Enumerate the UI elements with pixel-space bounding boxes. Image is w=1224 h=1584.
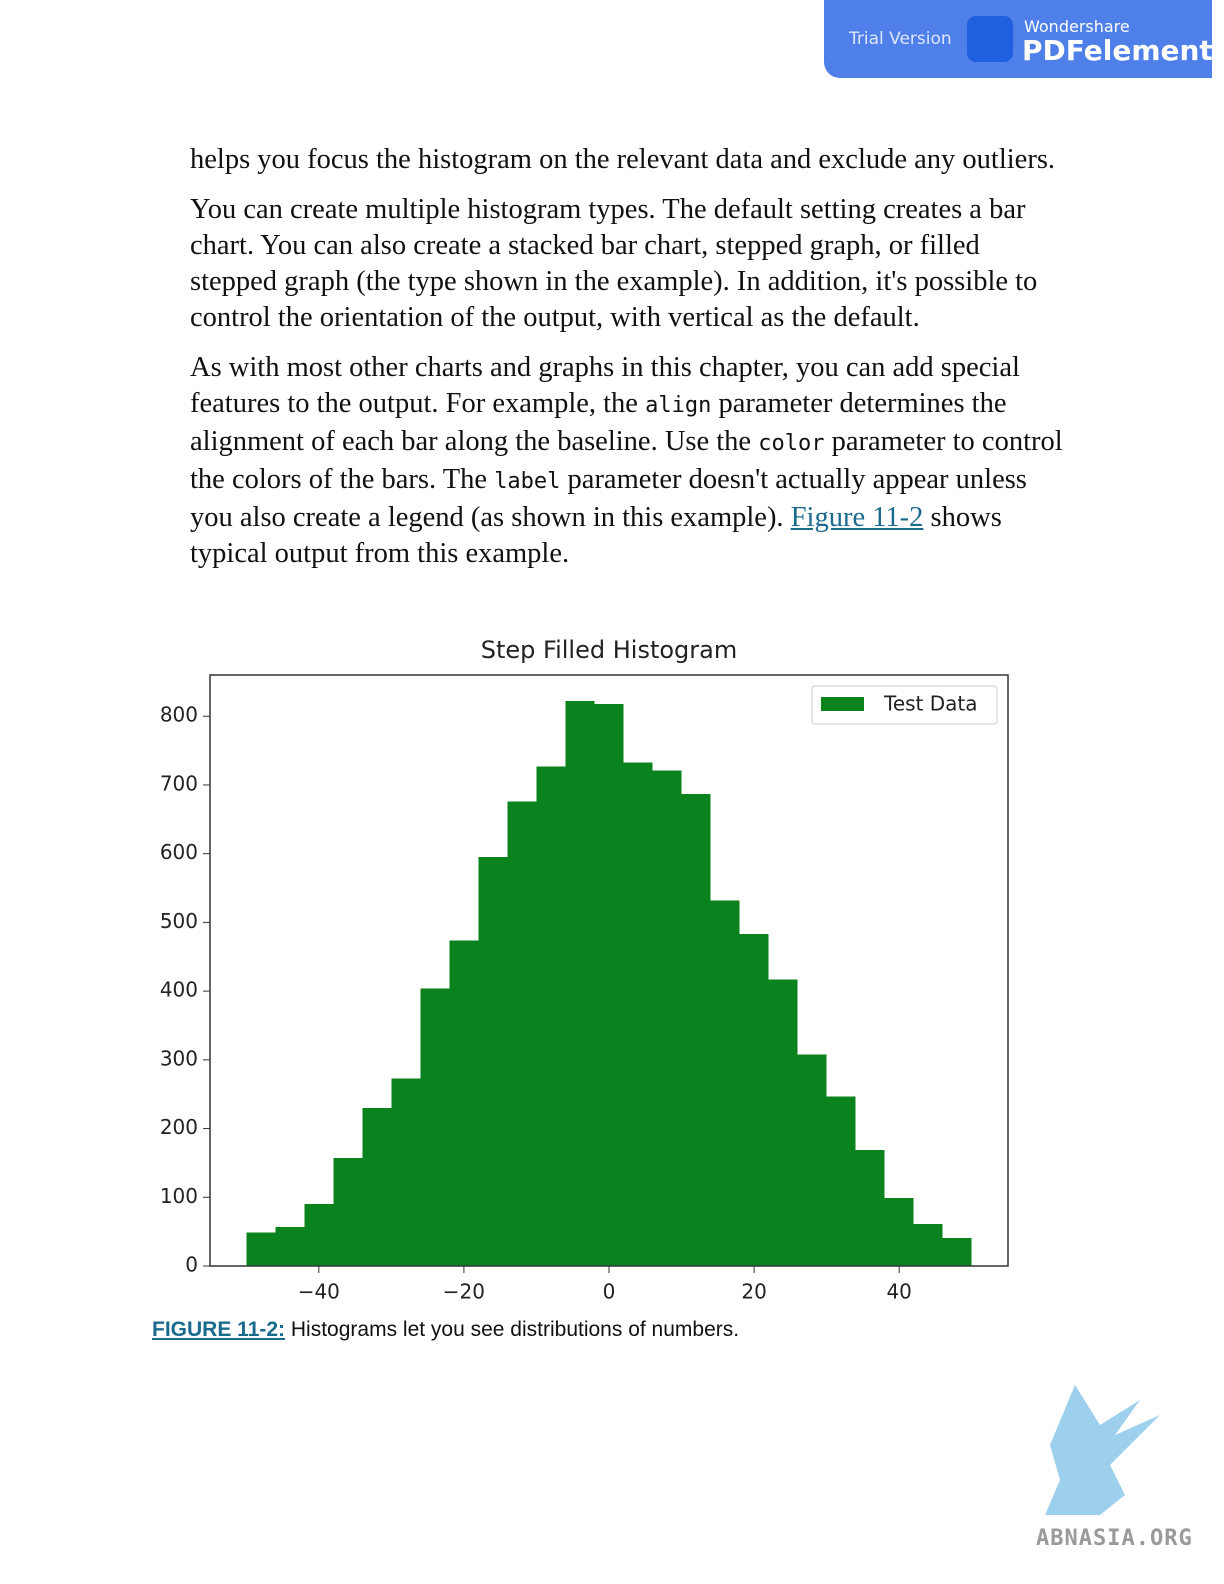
trial-badge[interactable]: Trial Version Wondershare PDFelement <box>824 0 1213 78</box>
y-tick-label: 300 <box>160 1046 198 1070</box>
histogram-bar <box>942 1237 972 1266</box>
histogram-bar <box>855 1149 885 1266</box>
histogram-bar <box>681 793 711 1266</box>
paragraph: helps you focus the histogram on the rel… <box>190 142 1065 178</box>
histogram-bar <box>362 1107 392 1266</box>
histogram-bar <box>652 770 682 1266</box>
histogram-bar <box>768 979 798 1266</box>
histogram-bar <box>623 762 653 1266</box>
text: parameter determines the alignment of ea… <box>190 388 1007 457</box>
y-tick-label: 600 <box>160 840 198 864</box>
histogram-bar <box>275 1226 305 1266</box>
histogram-bar <box>507 801 537 1266</box>
paragraph: You can create multiple histogram types.… <box>190 192 1065 336</box>
chart-title: Step Filled Histogram <box>481 636 737 664</box>
figure-link[interactable]: Figure 11-2 <box>790 502 924 533</box>
legend-label: Test Data <box>883 692 978 716</box>
histogram-bar <box>304 1204 334 1266</box>
brand: Wondershare <box>1024 17 1130 36</box>
body-text: helps you focus the histogram on the rel… <box>190 142 1065 586</box>
y-tick-label: 800 <box>160 703 198 727</box>
y-tick-label: 700 <box>160 771 198 795</box>
y-tick-label: 100 <box>160 1184 198 1208</box>
legend-box <box>811 685 998 725</box>
histogram-bar <box>333 1158 363 1266</box>
y-tick-label: 400 <box>160 978 198 1002</box>
text: As with most other charts and graphs in … <box>190 352 1020 419</box>
histogram-bar <box>710 900 740 1266</box>
histogram-bar <box>739 934 769 1266</box>
watermark: ABNASIA.ORG <box>1036 1526 1193 1551</box>
code: color <box>758 431 825 456</box>
histogram-bar <box>536 766 566 1266</box>
text: shows typical output from this example. <box>190 502 1002 569</box>
text: parameter to control the colors of the b… <box>190 426 1063 495</box>
caption-label[interactable]: FIGURE 11-2: <box>152 1318 286 1341</box>
histogram-bar <box>797 1054 827 1266</box>
x-tick-label: 20 <box>741 1280 766 1304</box>
product: PDFelement <box>1022 34 1213 67</box>
y-tick-label: 0 <box>185 1253 198 1277</box>
legend-swatch <box>821 697 864 711</box>
histogram-bar <box>565 701 595 1266</box>
text: You can create multiple histogram types.… <box>190 194 1038 333</box>
watermark-logo <box>1045 1385 1160 1515</box>
histogram-bar <box>449 940 479 1266</box>
paragraph: As with most other charts and graphs in … <box>190 350 1065 572</box>
y-tick-label: 500 <box>160 909 198 933</box>
chart: Step Filled Histogram 010020030040050060… <box>160 636 1009 1304</box>
histogram-bar <box>246 1232 276 1266</box>
text: parameter doesn't actually appear unless… <box>190 464 1027 533</box>
caption: FIGURE 11-2: Histograms let you see dist… <box>152 1318 739 1342</box>
histogram-bar <box>826 1096 856 1266</box>
caption-text: Histograms let you see distributions of … <box>285 1318 740 1341</box>
histogram-bar <box>478 857 508 1266</box>
histogram-bar <box>594 703 624 1266</box>
x-tick-label: −40 <box>298 1280 340 1304</box>
histogram-bar <box>420 988 450 1266</box>
code: label <box>494 469 561 494</box>
histogram-bar <box>884 1197 914 1266</box>
x-tick-label: −20 <box>443 1280 485 1304</box>
trial-label: Trial Version <box>849 29 952 49</box>
logo <box>967 16 1013 62</box>
x-tick-label: 40 <box>886 1280 911 1304</box>
histogram-bar <box>391 1078 421 1266</box>
code: align <box>645 393 712 418</box>
histogram-bar <box>913 1224 943 1266</box>
text: helps you focus the histogram on the rel… <box>190 144 1056 175</box>
x-tick-label: 0 <box>603 1280 616 1304</box>
y-tick-label: 200 <box>160 1115 198 1139</box>
